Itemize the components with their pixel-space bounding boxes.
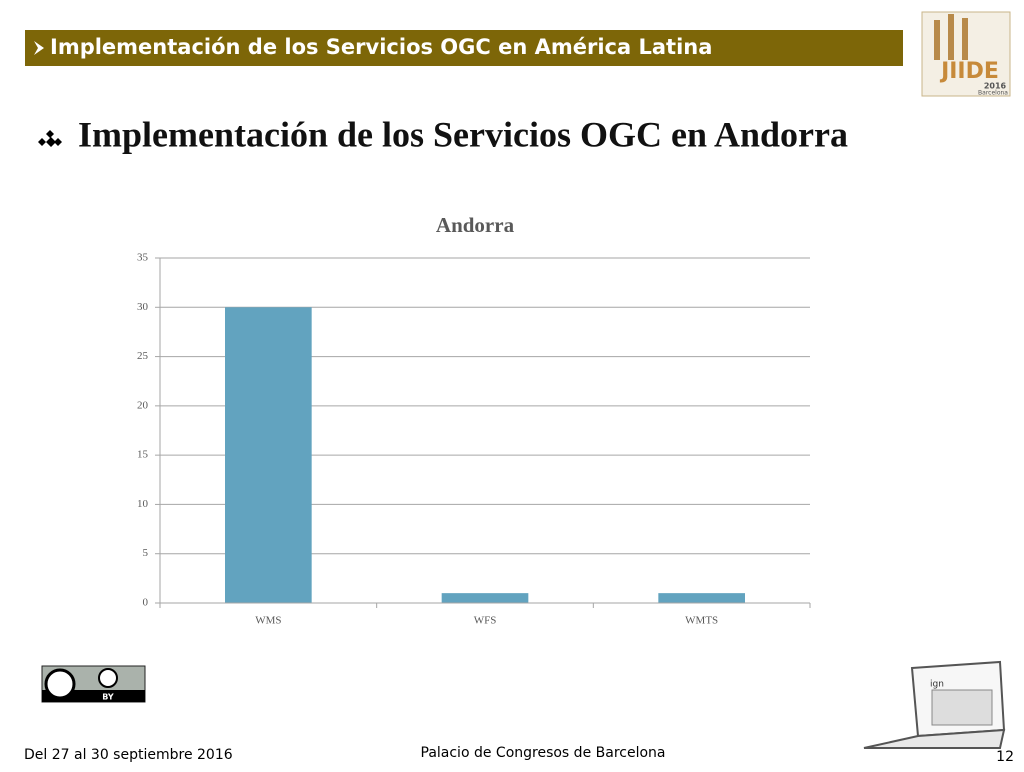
x-tick-label: WFS — [474, 615, 497, 627]
logo-year: 2016 — [984, 82, 1007, 91]
header-title: Implementación de los Servicios OGC en A… — [50, 35, 712, 59]
y-tick-label: 10 — [137, 498, 149, 510]
x-tick-label: WMTS — [685, 615, 718, 627]
page-number: 12 — [996, 749, 1014, 765]
bar — [225, 307, 312, 603]
logo-tower — [948, 14, 954, 60]
y-tick-label: 35 — [137, 252, 149, 264]
x-tick-label: WMS — [255, 615, 281, 627]
laptop-picture — [931, 689, 993, 726]
header-bar — [25, 30, 903, 66]
logo-tower — [934, 20, 940, 60]
chart-title: Andorra — [436, 213, 515, 237]
y-tick-label: 5 — [143, 547, 149, 559]
license-label: BY — [102, 693, 114, 702]
laptop-label: ign — [930, 680, 944, 690]
y-tick-label: 0 — [143, 597, 149, 609]
logo-city: Barcelona — [978, 90, 1008, 97]
chart: Andorra 0 5 10 15 20 25 30 35 WMS WFS WMTS — [137, 213, 811, 627]
footer-dates: Del 27 al 30 septiembre 2016 — [24, 747, 233, 763]
cc-circle — [44, 668, 76, 700]
bar — [441, 593, 529, 603]
y-tick-label: 25 — [137, 350, 149, 362]
heading-bullet — [38, 130, 62, 147]
cc-badge: BY — [41, 665, 146, 703]
laptop-icon: ign — [863, 660, 1006, 749]
footer-venue: Palacio de Congresos de Barcelona — [421, 745, 666, 761]
header-bullet — [34, 41, 44, 55]
heading: Implementación de los Servicios OGC en A… — [78, 114, 848, 154]
logo-name: JIIDE — [939, 59, 999, 84]
bar — [658, 593, 745, 603]
logo-tower — [962, 18, 968, 60]
by-circle — [98, 668, 118, 688]
y-tick-label: 20 — [137, 399, 149, 411]
event-logo: JIIDE 2016 Barcelona — [921, 11, 1011, 97]
laptop-keyboard — [863, 728, 1006, 749]
y-tick-label: 30 — [137, 301, 149, 313]
y-tick-label: 15 — [137, 449, 149, 461]
